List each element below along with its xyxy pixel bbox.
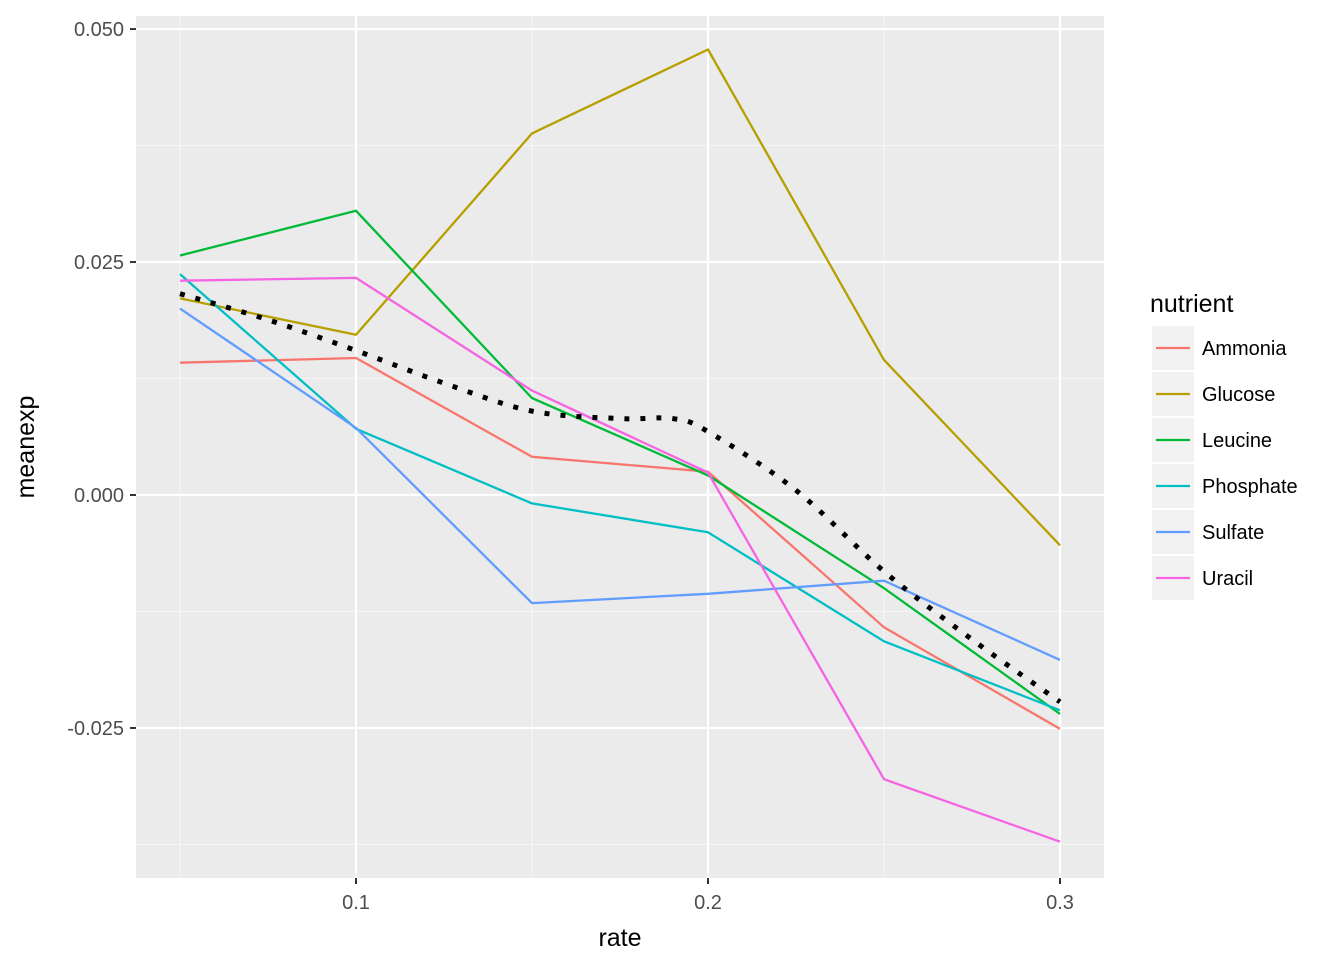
- legend-label: Sulfate: [1202, 522, 1264, 544]
- y-tick-label: 0.000: [74, 485, 124, 507]
- x-axis-title: rate: [598, 924, 641, 952]
- legend-items: Ammonia Glucose Leucine Phosphate Sulfate Ura…: [1152, 326, 1298, 600]
- series-line-phosphate: [179, 273, 1061, 712]
- series-line-sulfate: [179, 307, 1061, 661]
- legend: nutrient Ammonia Glucose Leucine Phosphate S…: [1150, 290, 1298, 600]
- legend-label: Phosphate: [1202, 476, 1298, 498]
- major-gridlines: [136, 16, 1104, 878]
- x-tick-label: 0.3: [1046, 892, 1074, 914]
- y-tick-label: 0.025: [74, 252, 124, 274]
- y-axis-title: meanexp: [12, 396, 40, 499]
- legend-title: nutrient: [1150, 290, 1233, 318]
- x-axis: 0.1 0.2 0.3: [342, 878, 1074, 914]
- y-axis: -0.025 0.000 0.025 0.050: [67, 19, 136, 740]
- series-line-ammonia: [179, 356, 1061, 730]
- y-tick-label: -0.025: [67, 718, 124, 740]
- series-line-glucose: [179, 48, 1061, 547]
- y-tick-label: 0.050: [74, 19, 124, 41]
- panel-background: [136, 16, 1104, 878]
- legend-label: Uracil: [1202, 568, 1253, 590]
- series-lines: [179, 48, 1061, 843]
- series-line-leucine: [179, 209, 1061, 715]
- legend-label: Leucine: [1202, 430, 1272, 452]
- x-tick-label: 0.2: [694, 892, 722, 914]
- legend-label: Glucose: [1202, 384, 1275, 406]
- legend-label: Ammonia: [1202, 338, 1287, 360]
- x-tick-label: 0.1: [342, 892, 370, 914]
- minor-gridlines: [136, 16, 1104, 878]
- series-line-uracil: [179, 276, 1061, 843]
